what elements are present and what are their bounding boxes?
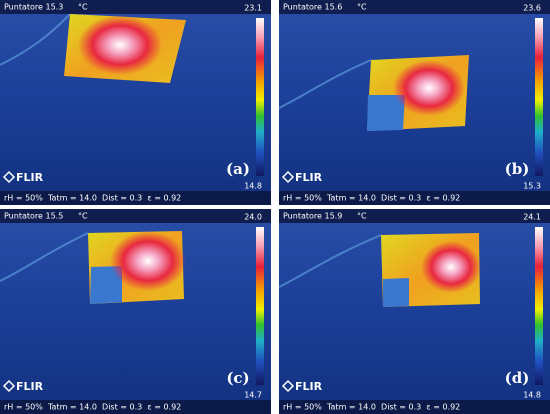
flir-logo: FLIR bbox=[295, 380, 323, 393]
unit-label: °C bbox=[357, 3, 367, 12]
logo-icon bbox=[281, 170, 295, 184]
logo-icon bbox=[281, 379, 295, 393]
parameters: rH = 50% Tatm = 14.0 Dist = 0.3 ε = 0.92 bbox=[4, 194, 181, 203]
min-value: 14.7 bbox=[244, 391, 262, 400]
hot-spot bbox=[421, 241, 481, 293]
footer-bar bbox=[0, 400, 271, 414]
cool-region bbox=[383, 278, 409, 307]
header-bar bbox=[279, 0, 550, 14]
parameters: rH = 50% Tatm = 14.0 Dist = 0.3 ε = 0.92 bbox=[283, 403, 460, 412]
color-bar bbox=[256, 227, 264, 385]
cable bbox=[0, 232, 89, 282]
pointer-label: Puntatore 15.3 bbox=[4, 3, 63, 12]
logo-icon bbox=[2, 170, 16, 184]
flir-logo: FLIR bbox=[295, 171, 323, 184]
color-bar bbox=[256, 18, 264, 176]
hot-spot bbox=[393, 60, 465, 116]
min-value: 14.8 bbox=[523, 391, 541, 400]
footer-bar bbox=[279, 191, 550, 205]
hot-spot bbox=[78, 15, 162, 75]
cable bbox=[278, 234, 382, 288]
pointer-label: Puntatore 15.5 bbox=[4, 212, 63, 221]
thermal-panel: Puntatore 15.9 °C 24.1 14.8 (d) FLIR rH = 50% … bbox=[278, 209, 550, 414]
pointer-label: Puntatore 15.6 bbox=[283, 3, 342, 12]
footer-bar bbox=[279, 400, 550, 414]
parameters: rH = 50% Tatm = 14.0 Dist = 0.3 ε = 0.92 bbox=[283, 194, 460, 203]
footer-bar bbox=[0, 191, 271, 205]
cable bbox=[278, 59, 372, 109]
logo-icon bbox=[2, 379, 16, 393]
min-value: 14.8 bbox=[244, 182, 262, 191]
thermal-panel: Puntatore 15.6 °C 23.6 15.3 (b) FLIR rH = 50% … bbox=[278, 0, 550, 205]
cool-region bbox=[90, 266, 122, 304]
min-value: 15.3 bbox=[523, 182, 541, 191]
max-value: 24.1 bbox=[523, 213, 541, 222]
flir-logo: FLIR bbox=[16, 380, 44, 393]
cable bbox=[0, 13, 71, 66]
max-value: 23.1 bbox=[244, 4, 262, 13]
unit-label: °C bbox=[357, 212, 367, 221]
color-bar bbox=[535, 18, 543, 176]
header-bar bbox=[0, 0, 271, 14]
unit-label: °C bbox=[78, 212, 88, 221]
cool-region bbox=[367, 95, 405, 131]
header-bar bbox=[279, 209, 550, 223]
figure-letter: (d) bbox=[505, 369, 530, 387]
figure-letter: (a) bbox=[226, 160, 250, 178]
thermal-panel: Puntatore 15.5 °C 24.0 14.7 (c) FLIR rH = 50% … bbox=[0, 209, 271, 414]
flir-logo: FLIR bbox=[16, 171, 44, 184]
max-value: 23.6 bbox=[523, 4, 541, 13]
thermal-panel: Puntatore 15.3 °C 23.1 14.8 (a) FLIR rH = 50% … bbox=[0, 0, 271, 205]
pointer-label: Puntatore 15.9 bbox=[283, 212, 342, 221]
unit-label: °C bbox=[78, 3, 88, 12]
parameters: rH = 50% Tatm = 14.0 Dist = 0.3 ε = 0.92 bbox=[4, 403, 181, 412]
header-bar bbox=[0, 209, 271, 223]
max-value: 24.0 bbox=[244, 213, 262, 222]
figure-letter: (c) bbox=[226, 369, 249, 387]
hot-spot bbox=[110, 231, 186, 291]
color-bar bbox=[535, 227, 543, 385]
figure-letter: (b) bbox=[505, 160, 530, 178]
